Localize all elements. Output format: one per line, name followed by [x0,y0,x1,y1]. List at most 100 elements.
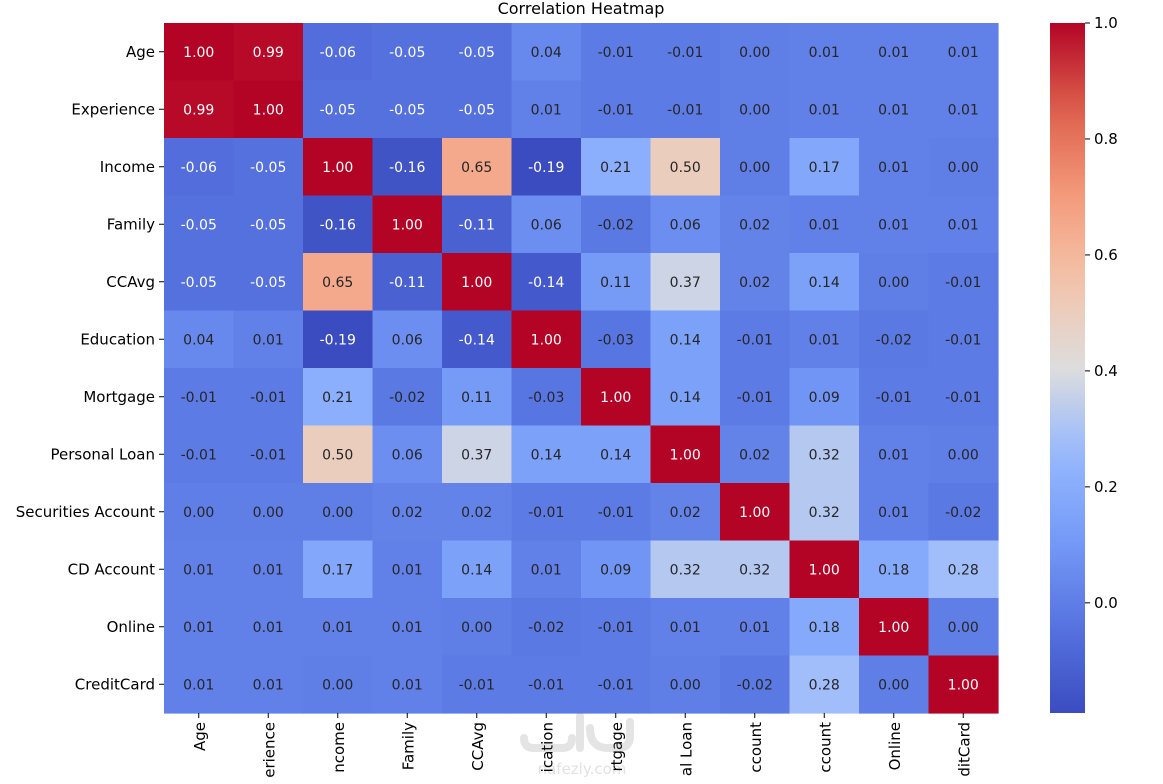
heatmap-cell [789,598,860,657]
heatmap-cell [442,253,513,312]
x-tick-label: ncome [330,722,348,773]
heatmap-cell [442,483,513,542]
cell-value-label: 0.11 [600,275,631,291]
heatmap-cell [372,80,443,139]
y-tick-label: CD Account [68,560,155,578]
heatmap-cell [859,80,930,139]
y-tick-label: Family [107,215,155,233]
cell-value-label: 0.00 [183,505,214,521]
x-tick-label: ccount [747,722,765,773]
heatmap-cell [928,425,999,484]
heatmap-cell [650,23,721,82]
cell-value-label: 0.00 [878,677,909,693]
heatmap-cell [372,138,443,197]
heatmap-cell [164,368,235,427]
heatmap-cell [928,253,999,312]
x-tick-label: al Loan [677,722,695,776]
heatmap-cell [442,598,513,657]
cell-value-label: 1.00 [322,160,353,176]
heatmap-cell [233,80,304,139]
heatmap-cell [581,138,652,197]
heatmap-cell [928,23,999,82]
cell-value-label: 0.00 [322,677,353,693]
cell-value-label: 0.14 [531,447,562,463]
heatmap-cell [789,425,860,484]
cell-value-label: 1.00 [600,390,631,406]
heatmap-cell [511,368,582,427]
heatmap-cell [859,655,930,714]
heatmap-cell [372,23,443,82]
heatmap-cell [928,483,999,542]
cell-value-label: 0.01 [392,677,423,693]
cell-value-label: -0.03 [528,390,564,406]
cell-value-label: 0.18 [809,620,840,636]
cell-value-label: 0.01 [878,447,909,463]
cell-value-label: -0.05 [459,102,495,118]
cell-value-label: 0.01 [878,45,909,61]
cell-value-label: 0.01 [392,562,423,578]
cell-value-label: -0.16 [320,217,356,233]
colorbar-tick-label: 0.4 [1094,362,1118,380]
cell-value-label: 1.00 [183,45,214,61]
heatmap-cell [720,23,791,82]
cell-value-label: -0.01 [181,447,217,463]
heatmap-cell [233,598,304,657]
cell-value-label: 0.01 [183,620,214,636]
cell-value-label: 1.00 [670,447,701,463]
heatmap-cell [442,195,513,254]
heatmap-cell [789,368,860,427]
heatmap-cell [928,540,999,599]
heatmap-cell [303,598,374,657]
cell-value-label: -0.01 [945,332,981,348]
cell-value-label: 0.50 [670,160,701,176]
cell-value-label: 0.01 [809,217,840,233]
heatmap-cell [928,598,999,657]
y-tick-label: Experience [71,100,155,118]
cell-value-label: 1.00 [392,217,423,233]
cell-value-label: 0.06 [670,217,701,233]
heatmap-cell [859,138,930,197]
x-tick-label: rtgage [608,722,626,772]
cell-value-label: -0.05 [320,102,356,118]
heatmap-cell [650,483,721,542]
heatmap-cell [233,195,304,254]
heatmap-cell [859,483,930,542]
heatmap-cell [581,598,652,657]
cell-value-label: 0.01 [183,677,214,693]
heatmap-cell [511,483,582,542]
cell-value-label: 1.00 [948,677,979,693]
heatmap-cell [372,368,443,427]
cell-value-label: 0.02 [739,217,770,233]
cell-value-label: -0.01 [737,390,773,406]
heatmap-cell [859,195,930,254]
cell-value-label: -0.11 [389,275,425,291]
heatmap-cell [720,195,791,254]
cell-value-label: 0.65 [322,275,353,291]
heatmap-cell [720,80,791,139]
heatmap-cell [511,253,582,312]
heatmap-cell [789,540,860,599]
heatmap-cell [928,195,999,254]
cell-value-label: -0.05 [181,275,217,291]
heatmap-cell [581,425,652,484]
cell-value-label: 0.00 [253,505,284,521]
heatmap-cell [233,425,304,484]
cell-value-label: -0.05 [250,275,286,291]
cell-value-label: -0.01 [598,45,634,61]
cell-value-label: 0.32 [670,562,701,578]
cell-value-label: -0.01 [667,102,703,118]
heatmap-cell [720,598,791,657]
colorbar [1050,23,1085,713]
cell-value-label: 0.01 [392,620,423,636]
heatmap-cell [581,483,652,542]
heatmap-cell [789,195,860,254]
cell-value-label: 0.02 [392,505,423,521]
heatmap-cell [233,540,304,599]
cell-value-label: -0.05 [389,45,425,61]
cell-value-label: -0.05 [181,217,217,233]
cell-value-label: 0.02 [461,505,492,521]
x-tick-label: ccount [816,722,834,773]
colorbar-tick-label: 0.0 [1094,594,1118,612]
heatmap-cell [720,368,791,427]
